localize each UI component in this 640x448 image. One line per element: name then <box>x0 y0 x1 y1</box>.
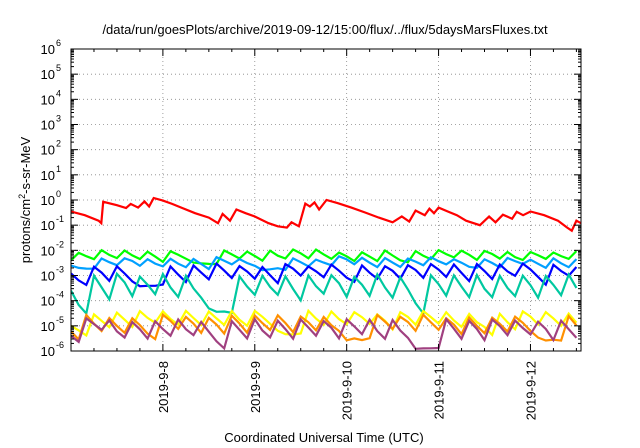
x-axis-label: Coordinated Universal Time (UTC) <box>224 430 423 445</box>
y-tick-label: 10 <box>41 143 55 158</box>
x-tick-label: 2019-9-11 <box>432 361 447 419</box>
y-tick-label: 10 <box>41 118 55 133</box>
x-tick-label: 2019-9-9 <box>248 361 263 413</box>
y-axis-label: protons/cm2-s-sr-MeV <box>17 136 33 263</box>
y-tick-exponent: 1 <box>56 164 61 174</box>
y-tick-exponent: 6 <box>56 38 61 48</box>
y-tick-exponent: 5 <box>56 63 61 73</box>
y-axis: 10 -610 -510 -410 -310 -210 -110 010 110 210 310 41… <box>41 38 581 359</box>
y-tick-label: 10 <box>41 319 55 334</box>
y-tick-exponent: -2 <box>56 239 64 249</box>
y-tick-label: 10 <box>41 42 55 57</box>
y-tick-exponent: 4 <box>56 88 61 98</box>
series-line-1 <box>71 196 581 233</box>
series-line-4 <box>71 261 578 288</box>
y-axis-label-pre: protons/cm <box>18 199 33 263</box>
y-tick-label: 10 <box>41 168 55 183</box>
x-tick-label: 2019-9-12 <box>523 361 538 420</box>
y-tick-label: 10 <box>41 344 55 359</box>
y-tick-label: 10 <box>41 294 55 309</box>
y-tick-label: 10 <box>41 243 55 258</box>
y-tick-exponent: -5 <box>56 315 64 325</box>
y-tick-exponent: 0 <box>56 189 61 199</box>
chart-title: /data/run/goesPlots/archive/2019-09-12/1… <box>102 22 548 37</box>
y-tick-exponent: 2 <box>56 139 61 149</box>
y-axis-label-post: -s-sr-MeV <box>18 136 33 193</box>
y-tick-label: 10 <box>41 218 55 233</box>
x-axis: 2019-9-8 2019-9-9 2019-9-10 2019-9-11 2019-9… <box>93 49 577 420</box>
series-line-3 <box>71 254 578 272</box>
y-tick-exponent: 3 <box>56 114 61 124</box>
grid-lines <box>71 49 581 351</box>
y-tick-label: 10 <box>41 193 55 208</box>
series-line-7 <box>71 312 578 342</box>
x-tick-label: 2019-9-10 <box>340 361 355 420</box>
y-tick-exponent: -3 <box>56 265 64 275</box>
y-tick-exponent: -6 <box>56 340 64 350</box>
y-tick-label: 10 <box>41 67 55 82</box>
series-lines <box>71 196 581 351</box>
y-axis-label-sup: 2 <box>17 194 27 199</box>
x-tick-label: 2019-9-8 <box>156 361 171 413</box>
y-tick-exponent: -1 <box>56 214 64 224</box>
y-tick-label: 10 <box>41 269 55 284</box>
y-tick-exponent: -4 <box>56 290 64 300</box>
series-line-8 <box>71 316 578 351</box>
series-line-5 <box>71 271 578 317</box>
series-line-2 <box>71 248 578 266</box>
y-tick-label: 10 <box>41 92 55 107</box>
